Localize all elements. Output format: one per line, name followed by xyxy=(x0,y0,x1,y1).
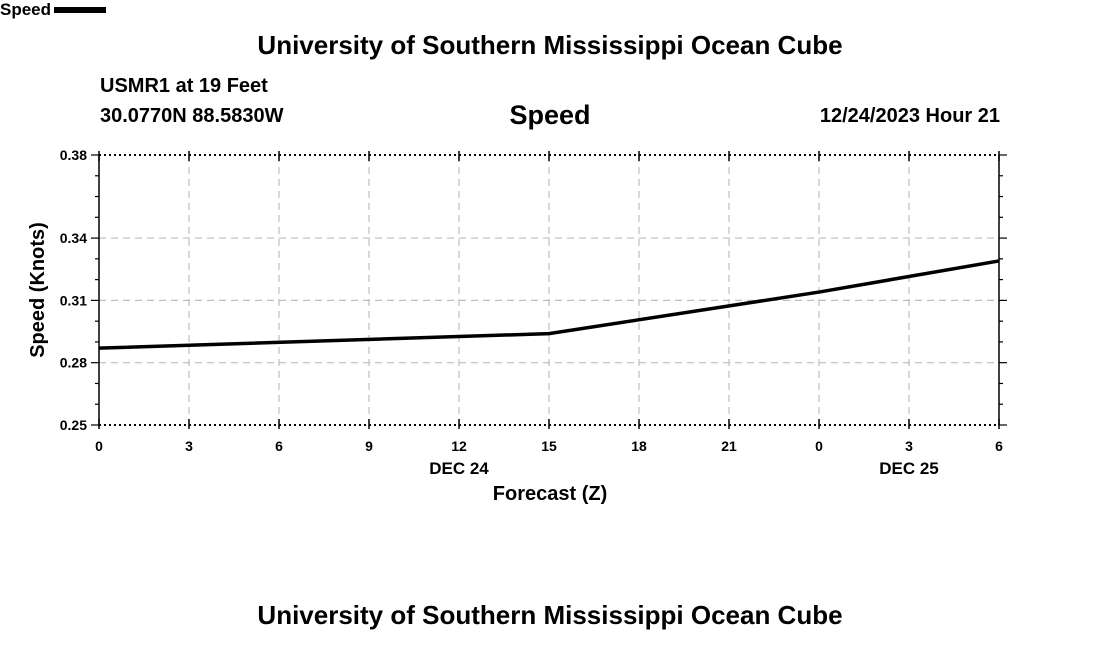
x-tick-label: 6 xyxy=(275,438,283,454)
y-tick-label: 0.31 xyxy=(60,292,87,308)
date-label: DEC 25 xyxy=(879,459,939,478)
x-axis-title: Forecast (Z) xyxy=(493,483,607,505)
grid-lines xyxy=(99,155,999,425)
legend-label: Speed xyxy=(0,0,52,19)
y-tick-label: 0.34 xyxy=(60,230,87,246)
station-label: USMR1 at 19 Feet xyxy=(100,75,268,97)
station-coordinates: 30.0770N 88.5830W xyxy=(100,105,284,127)
forecast-timestamp: 12/24/2023 Hour 21 xyxy=(819,105,1000,127)
series xyxy=(98,259,1000,350)
footer-title: University of Southern Mississippi Ocean… xyxy=(257,600,843,630)
x-tick-label: 3 xyxy=(185,438,193,454)
x-tick-label: 15 xyxy=(541,438,557,454)
x-tick-label: 6 xyxy=(995,438,1003,454)
x-tick-label: 21 xyxy=(721,438,737,454)
series-line-speed xyxy=(98,259,1000,350)
tick-labels: 0.38 0.34 0.31 0.28 0.25 0 3 6 9 12 15 18 21 0 3 6 DEC 2… xyxy=(60,147,1003,478)
speed-chart: 0.38 0.34 0.31 0.28 0.25 0 3 6 9 12 15 18 21 0 3 6 DEC 2… xyxy=(27,147,1007,505)
y-tick-label: 0.25 xyxy=(60,417,87,433)
x-tick-label: 9 xyxy=(365,438,373,454)
legend-swatch xyxy=(54,7,107,13)
tick-marks xyxy=(91,151,1007,429)
main-title: University of Southern Mississippi Ocean… xyxy=(257,30,843,60)
x-tick-label: 18 xyxy=(631,438,647,454)
chart-title: Speed xyxy=(509,100,591,130)
x-tick-label: 3 xyxy=(905,438,913,454)
x-tick-label: 0 xyxy=(815,438,823,454)
x-tick-label: 0 xyxy=(95,438,103,454)
date-label: DEC 24 xyxy=(429,459,489,478)
y-tick-label: 0.38 xyxy=(60,147,87,163)
y-tick-label: 0.28 xyxy=(60,355,87,371)
legend: Speed xyxy=(0,0,1100,20)
x-tick-label: 12 xyxy=(451,438,467,454)
y-axis-title: Speed (Knots) xyxy=(27,222,49,358)
